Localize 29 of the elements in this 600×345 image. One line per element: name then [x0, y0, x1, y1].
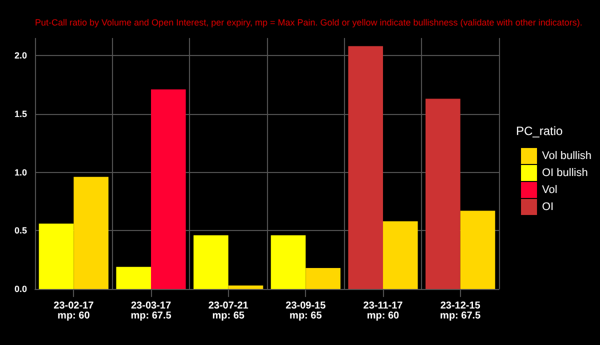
bar — [74, 176, 108, 289]
legend-label: Vol — [542, 184, 558, 196]
legend-label: Vol bullish — [542, 150, 592, 162]
legend-label: OI — [542, 201, 554, 213]
bar — [348, 46, 383, 289]
y-tick-label: 2.0 — [14, 50, 27, 61]
bar — [383, 221, 418, 289]
legend-label: OI bullish — [542, 167, 588, 179]
bar — [116, 266, 151, 289]
chart-subtitle: Put-Call ratio by Volume and Open Interest, per expiry, mp = Max Pain. Gold or yellow indicate bullishness (validate with other indicators). — [35, 18, 582, 28]
x-tick-label: 23-07-21 mp: 65 — [208, 300, 249, 322]
x-tick-label: 23-02-17 mp: 60 — [54, 300, 94, 322]
bar — [228, 286, 264, 289]
bar — [270, 235, 306, 289]
y-tick-label: 0.0 — [14, 284, 27, 294]
y-tick-label: 1.0 — [14, 167, 27, 178]
x-tick-label: 23-11-17 mp: 60 — [363, 300, 404, 322]
x-tick-label: 23-03-17 mp: 67.5 — [130, 300, 172, 322]
x-tick-label: 23-12-15 mp: 67.5 — [440, 300, 482, 322]
x-tick-label: 23-09-15 mp: 65 — [286, 300, 326, 322]
y-tick-label: 1.5 — [14, 108, 27, 119]
bar — [306, 268, 340, 289]
y-tick-label: 0.5 — [14, 226, 27, 236]
legend-title: PC_ratio — [516, 124, 564, 138]
bar — [460, 210, 496, 289]
bar — [426, 98, 460, 289]
bar — [151, 89, 186, 289]
bar — [38, 224, 74, 289]
bar — [194, 235, 228, 289]
